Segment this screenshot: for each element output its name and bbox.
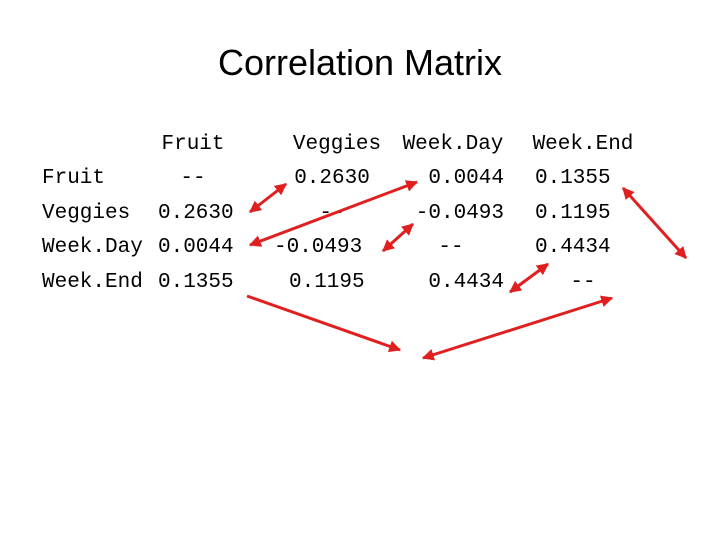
arrow-fruit-veggies: [249, 182, 287, 214]
cell-week-end-veggies: 0.1195: [289, 271, 365, 294]
cell-veggies-week-end: 0.1195: [535, 202, 611, 225]
cell-fruit-fruit: --: [180, 167, 206, 190]
cell-week-day-week-day: --: [438, 236, 464, 259]
row-label-week-day: Week.Day: [42, 236, 143, 259]
column-header-week-day: Week.Day: [402, 133, 504, 156]
cell-week-end-week-end: --: [570, 271, 596, 294]
row-label-week-end: Week.End: [42, 271, 143, 294]
column-header-week-end: Week.End: [532, 133, 634, 156]
arrow-veggies-week-end: [421, 295, 614, 361]
column-header-veggies: Veggies: [292, 133, 382, 156]
row-label-fruit: Fruit: [42, 167, 106, 190]
page-title: Correlation Matrix: [217, 42, 503, 83]
cell-veggies-fruit: 0.2630: [158, 202, 234, 225]
arrow-fruit-week-end-upper: [621, 186, 688, 260]
cell-week-day-veggies: -0.0493: [274, 236, 363, 259]
column-header-fruit: Fruit: [161, 133, 225, 156]
row-label-veggies: Veggies: [42, 202, 131, 225]
arrow-fruit-week-end: [246, 294, 402, 353]
cell-fruit-week-day: 0.0044: [428, 167, 504, 190]
cell-week-end-fruit: 0.1355: [158, 271, 234, 294]
cell-veggies-veggies: --: [319, 202, 345, 225]
cell-week-day-fruit: 0.0044: [158, 236, 234, 259]
cell-veggies-week-day: -0.0493: [415, 202, 504, 225]
cell-week-end-week-day: 0.4434: [428, 271, 504, 294]
cell-week-day-week-end: 0.4434: [535, 236, 611, 259]
cell-fruit-veggies: 0.2630: [294, 167, 370, 190]
cell-fruit-week-end: 0.1355: [535, 167, 611, 190]
